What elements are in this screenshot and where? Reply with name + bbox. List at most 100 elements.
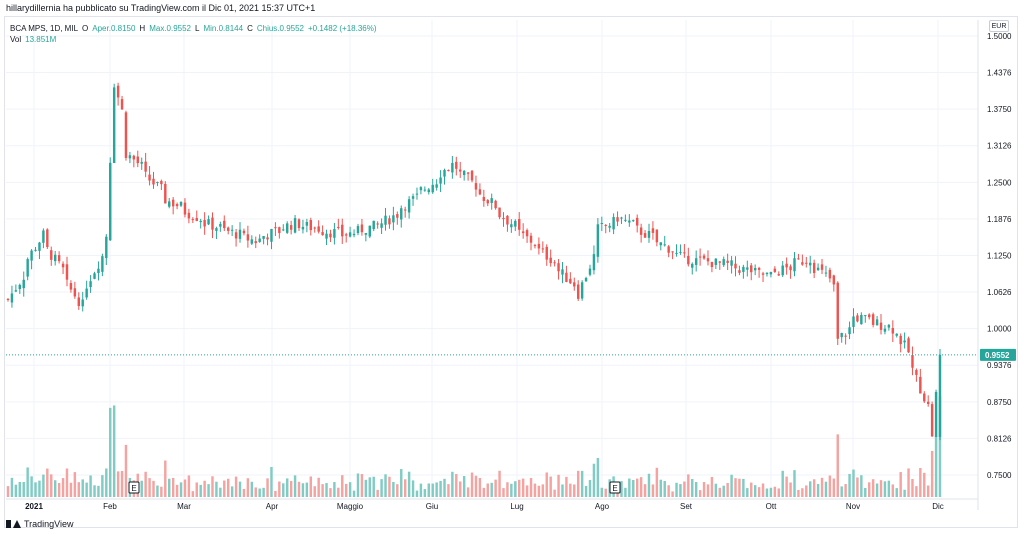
volume-bar — [915, 486, 918, 497]
volume-bar — [34, 482, 37, 497]
volume-bar — [510, 483, 513, 497]
volume-bar — [97, 485, 100, 497]
volume-bar — [663, 480, 666, 497]
candle-body — [18, 284, 22, 290]
volume-bar — [706, 484, 710, 497]
volume-bar — [368, 477, 372, 497]
price-tick-label: 1.4376 — [987, 69, 1012, 78]
volume-bar — [46, 468, 49, 497]
volume-bar — [529, 478, 533, 497]
symbol-label[interactable]: BCA MPS, 1D, MIL — [10, 24, 79, 33]
candle-body — [427, 189, 430, 193]
volume-bar — [258, 488, 261, 497]
candle-body — [30, 250, 33, 261]
volume-bar — [337, 487, 340, 497]
volume-bar — [65, 468, 69, 497]
volume-bar — [227, 478, 230, 497]
candle-body — [561, 269, 564, 275]
candle-body — [616, 217, 619, 222]
volume-bar — [895, 488, 898, 497]
price-tick-label: 1.5000 — [987, 32, 1012, 41]
tradingview-logo-icon — [6, 520, 21, 528]
candle-body — [341, 224, 344, 237]
candle-body — [490, 198, 493, 203]
volume-bars — [6, 396, 942, 497]
volume-bar — [246, 478, 250, 497]
candle-body — [124, 112, 128, 158]
tradingview-brand[interactable]: TradingView — [6, 519, 74, 529]
candle-body — [502, 217, 505, 220]
volume-bar — [203, 480, 206, 497]
candle-body — [624, 219, 627, 221]
candle-body — [549, 257, 552, 264]
candle-body — [710, 261, 714, 268]
candle-body — [116, 85, 120, 98]
time-tick-label: Ago — [595, 502, 610, 511]
candle-body — [179, 201, 183, 206]
candle-body — [781, 265, 784, 276]
volume-bar — [923, 472, 926, 497]
candle-body — [553, 262, 556, 264]
candle-body — [938, 354, 942, 437]
volume-bar — [195, 482, 198, 497]
volume-bar — [81, 479, 84, 497]
candle-body — [919, 376, 922, 394]
volume-bar — [360, 474, 364, 497]
candle-body — [309, 220, 313, 231]
volume-bar — [871, 479, 875, 497]
candle-body — [65, 264, 69, 280]
candle-body — [647, 231, 651, 238]
volume-bar — [73, 472, 77, 497]
volume-bar — [494, 479, 497, 497]
volume-bar — [364, 479, 368, 497]
candle-body — [632, 220, 635, 222]
volume-bar — [907, 468, 910, 497]
change-value: +0.1482 (+18.36%) — [308, 24, 377, 33]
candle-body — [246, 234, 250, 241]
volume-bar — [317, 477, 320, 497]
volume-bar — [18, 481, 22, 497]
volume-bar — [565, 476, 568, 497]
candle-body — [223, 220, 226, 229]
candle-body — [396, 214, 399, 218]
candle-body — [592, 254, 596, 271]
candle-body — [887, 324, 891, 328]
volume-bar — [789, 482, 792, 497]
candle-body — [687, 255, 690, 265]
candle-body — [926, 401, 930, 405]
volume-bar — [498, 470, 501, 497]
volume-bar — [867, 482, 871, 497]
candle-body — [545, 246, 548, 260]
candle-body — [671, 251, 674, 253]
volume-bar — [738, 478, 741, 497]
price-tick-label: 0.8750 — [987, 398, 1012, 407]
currency-badge[interactable]: EUR — [989, 20, 1009, 32]
volume-label[interactable]: Vol — [10, 35, 22, 44]
candle-body — [635, 217, 639, 226]
volume-bar — [69, 482, 73, 497]
volume-bar — [486, 483, 489, 497]
candle-body — [447, 170, 450, 172]
price-tick-label: 1.0626 — [987, 288, 1012, 297]
candle-body — [356, 226, 360, 234]
candle-body — [364, 233, 368, 235]
time-tick-label: Maggio — [337, 502, 364, 511]
candle-body — [801, 262, 804, 265]
volume-bar — [573, 484, 576, 497]
candle-body — [482, 196, 486, 201]
volume-bar — [549, 476, 552, 497]
volume-bar — [380, 479, 383, 497]
time-tick-label: Ott — [766, 502, 777, 511]
candle-body — [400, 208, 403, 220]
price-tick-label: 1.3126 — [987, 142, 1012, 151]
candle-body — [934, 391, 938, 437]
volume-bar — [85, 482, 88, 497]
candle-body — [525, 230, 529, 237]
volume-legend: Vol 13.851M — [10, 35, 56, 44]
candle-body — [875, 319, 879, 326]
volume-bar — [580, 470, 584, 497]
volume-bar — [415, 490, 419, 497]
candle-body — [164, 183, 167, 204]
candle-body — [411, 196, 415, 199]
